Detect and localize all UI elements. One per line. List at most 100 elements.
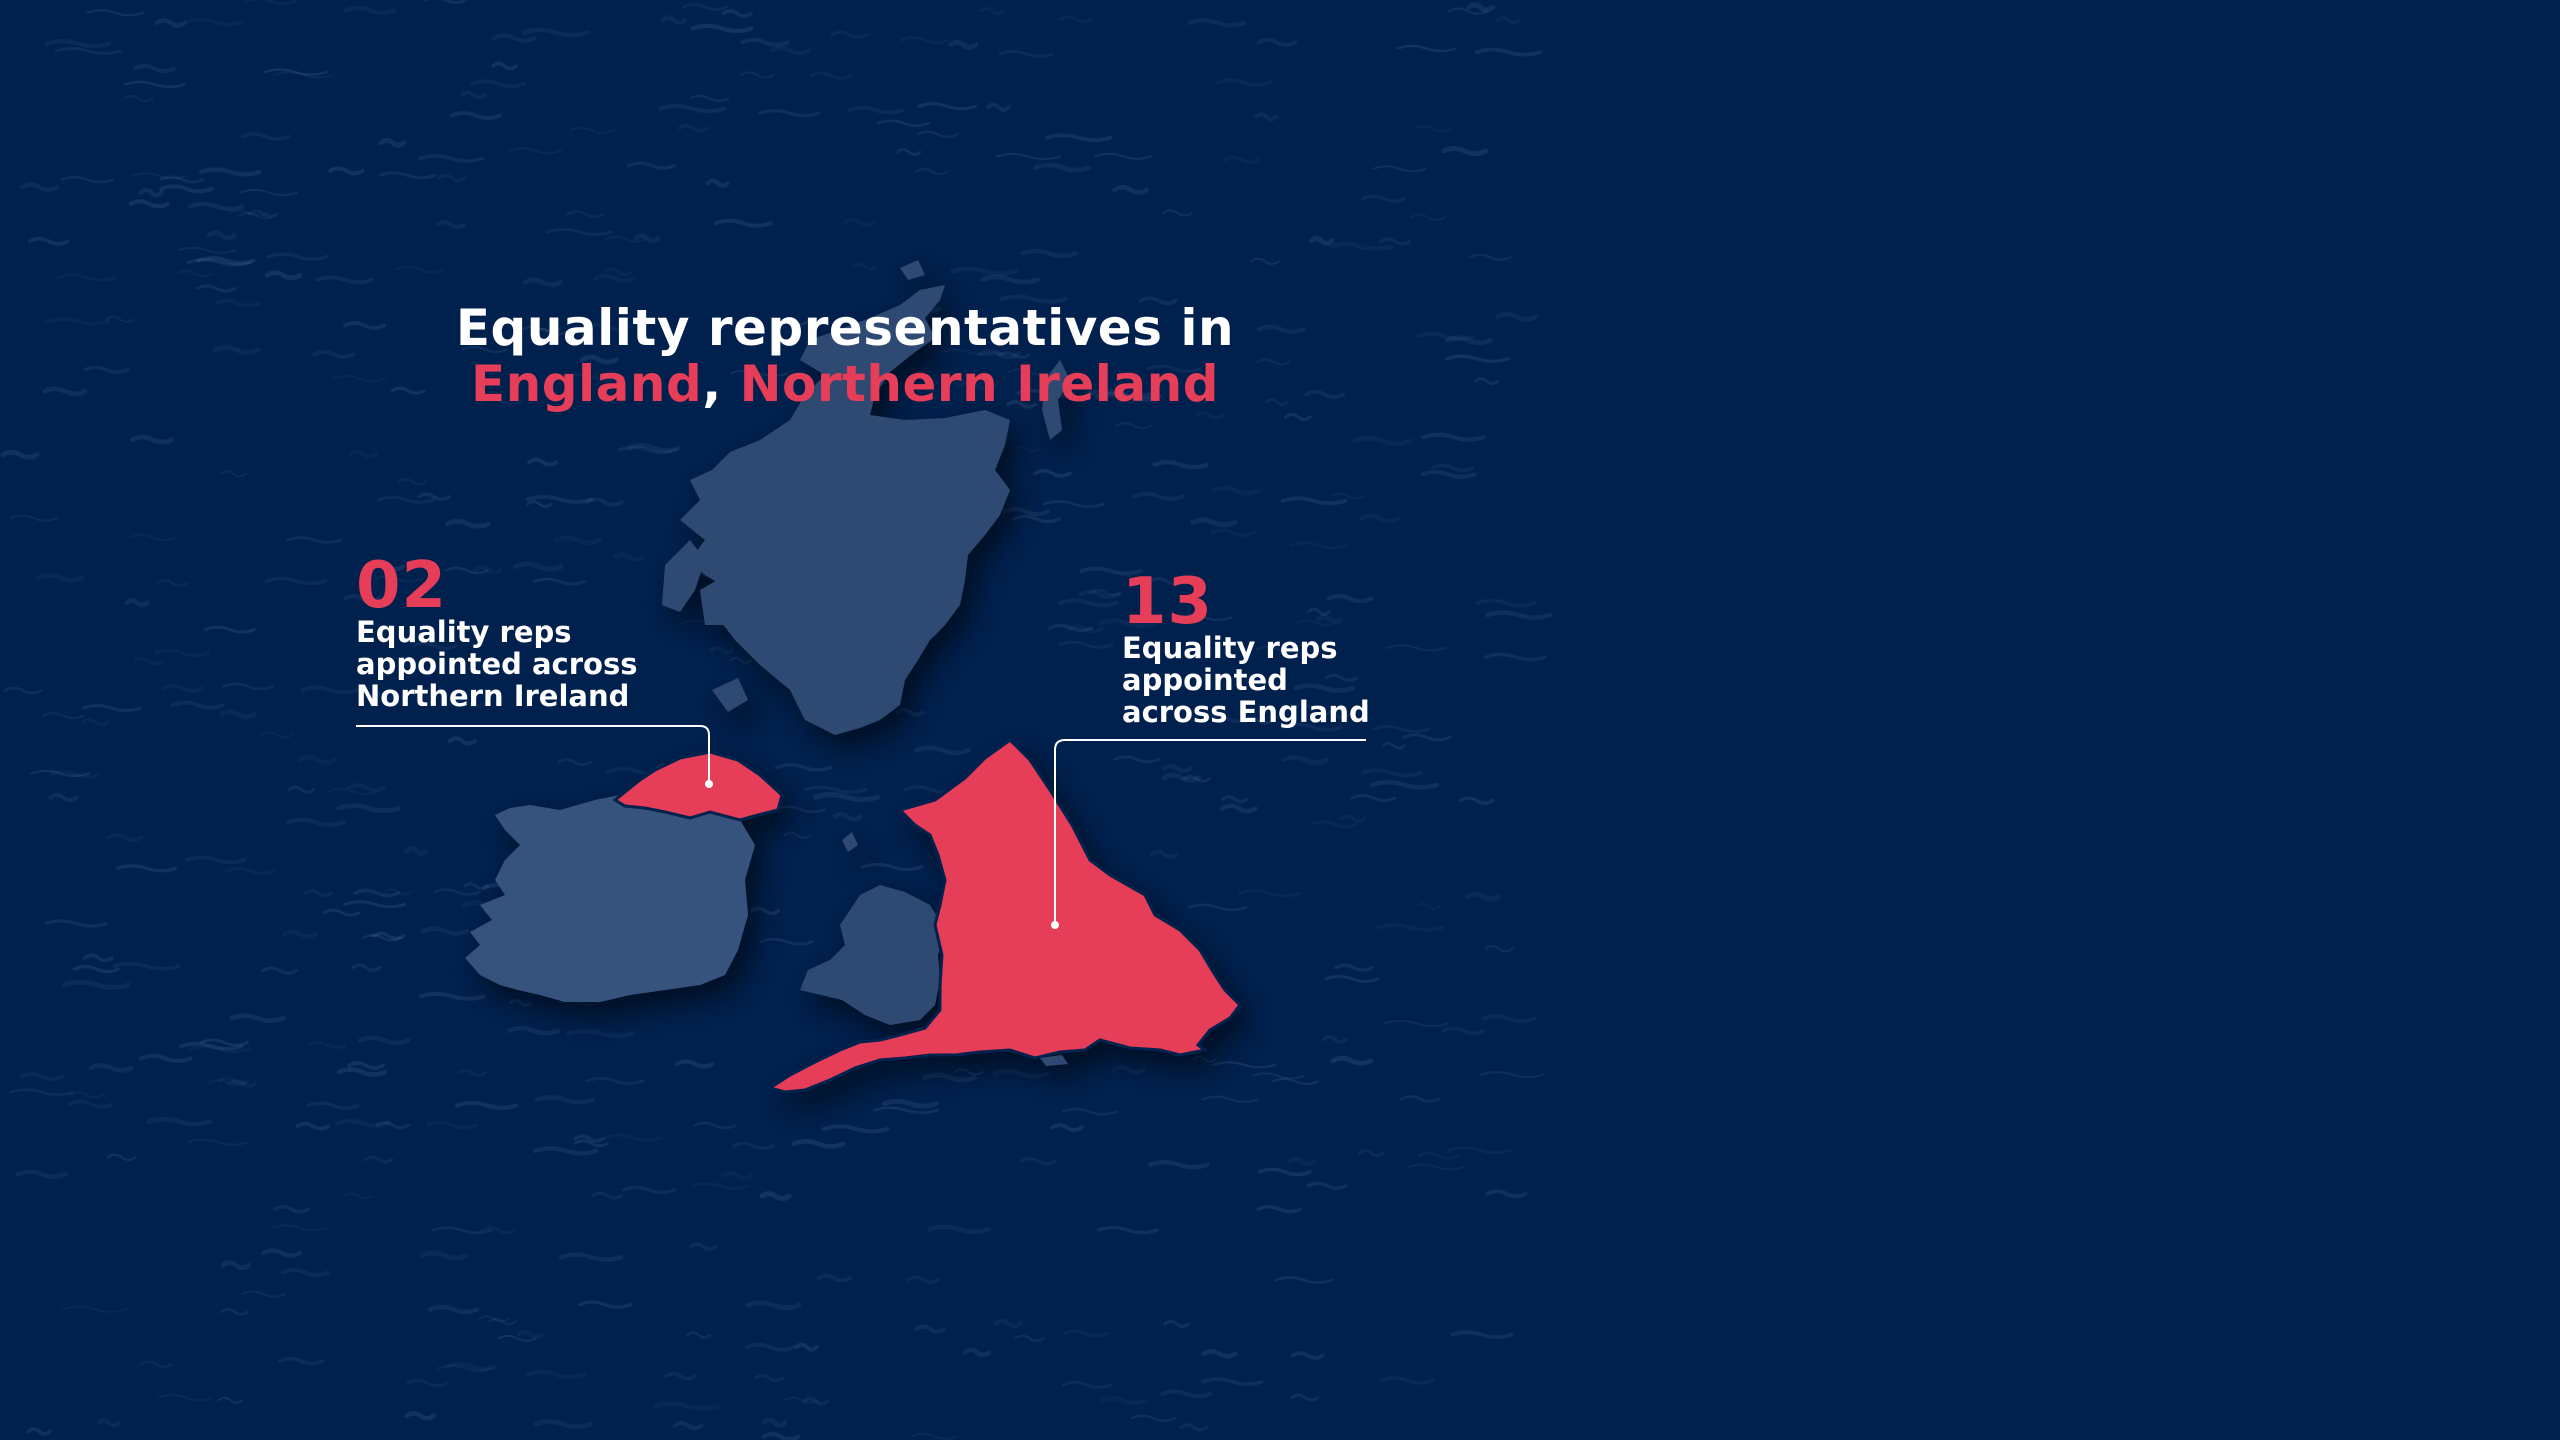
sea-wave-stroke <box>672 1420 704 1431</box>
sea-wave-stroke <box>791 1139 846 1149</box>
sea-wave-stroke <box>950 266 1019 277</box>
leader-line-northern-ireland <box>356 725 710 784</box>
sea-wave-stroke <box>721 9 753 18</box>
sea-wave-stroke <box>263 68 328 76</box>
sea-wave-stroke <box>96 1418 121 1428</box>
sea-wave-stroke <box>488 1317 517 1326</box>
sea-wave-stroke <box>1220 803 1258 814</box>
sea-wave-stroke <box>821 1124 890 1134</box>
region-scotland <box>680 285 1010 735</box>
sea-wave-stroke <box>689 94 730 103</box>
sea-wave-stroke <box>927 1224 992 1235</box>
count-england: 13 <box>1122 565 1214 639</box>
sea-wave-stroke <box>1274 1276 1334 1284</box>
sea-wave-stroke <box>1308 235 1335 246</box>
sea-wave-stroke <box>705 178 731 188</box>
sea-wave-stroke <box>1250 257 1280 265</box>
sea-wave-stroke <box>1256 37 1298 47</box>
sea-wave-stroke <box>1465 891 1502 902</box>
sea-wave-stroke <box>1328 241 1394 252</box>
sea-wave-stroke <box>759 1191 792 1202</box>
sea-wave-stroke <box>533 577 586 586</box>
sea-wave-stroke <box>346 783 386 793</box>
sea-wave-stroke <box>508 147 562 155</box>
sea-wave-stroke <box>245 0 297 6</box>
sea-wave-stroke <box>1480 1071 1544 1079</box>
sea-wave-stroke <box>1131 491 1185 502</box>
sea-wave-stroke <box>1407 1163 1465 1171</box>
sea-wave-stroke <box>847 105 905 115</box>
sea-wave-stroke <box>861 862 924 872</box>
sea-wave-stroke <box>272 71 335 79</box>
sea-wave-stroke <box>1194 410 1225 420</box>
sea-wave-stroke <box>411 641 458 651</box>
sea-wave-stroke <box>1215 77 1273 87</box>
sea-wave-stroke <box>261 966 298 975</box>
sea-wave-stroke <box>877 119 930 127</box>
sea-wave-stroke <box>61 980 132 990</box>
sea-wave-stroke <box>1212 1061 1277 1069</box>
sea-wave-stroke <box>522 277 563 288</box>
sea-wave-stroke <box>61 1305 129 1313</box>
sea-wave-stroke <box>621 1185 677 1195</box>
sea-wave-stroke <box>1459 796 1495 805</box>
sea-wave-stroke <box>437 173 467 183</box>
sea-wave-stroke <box>729 656 753 664</box>
region-wales <box>800 885 945 1025</box>
region-ireland <box>465 780 755 1002</box>
sea-wave-stroke <box>783 1396 819 1404</box>
sea-wave-stroke <box>1033 469 1072 478</box>
sea-wave-stroke <box>240 132 291 141</box>
sea-wave-stroke <box>729 369 789 377</box>
sea-wave-stroke <box>455 1100 519 1110</box>
sea-wave-stroke <box>754 1373 785 1382</box>
sea-wave-stroke <box>1382 741 1406 750</box>
sea-wave-stroke <box>1481 1014 1537 1023</box>
sea-wave-stroke <box>54 47 123 56</box>
sea-wave-stroke <box>0 449 40 460</box>
sea-wave-stroke <box>240 1290 287 1298</box>
sea-wave-stroke <box>106 833 144 843</box>
sea-wave-stroke <box>569 126 615 134</box>
region-hebrides <box>662 540 705 612</box>
sea-wave-stroke <box>497 1334 538 1342</box>
sea-wave-stroke <box>28 236 70 246</box>
sea-wave-stroke <box>573 1139 609 1148</box>
sea-wave-stroke <box>1152 460 1209 470</box>
sea-wave-stroke <box>1431 463 1475 473</box>
sea-wave-stroke <box>759 937 814 946</box>
sea-wave-stroke <box>992 1069 1050 1079</box>
sea-wave-stroke <box>83 365 130 375</box>
sea-wave-stroke <box>664 1371 697 1381</box>
sea-wave-stroke <box>1048 623 1094 633</box>
sea-wave-stroke <box>1466 2 1496 13</box>
sea-wave-stroke <box>691 1182 750 1190</box>
sea-wave-stroke <box>177 246 236 254</box>
sea-wave-stroke <box>9 1088 75 1097</box>
sea-wave-stroke <box>328 166 365 176</box>
sea-wave-stroke <box>1420 469 1477 479</box>
sea-wave-stroke <box>938 348 1001 357</box>
sea-wave-stroke <box>433 888 481 896</box>
sea-wave-stroke <box>1415 332 1476 341</box>
sea-wave-stroke <box>1001 506 1050 517</box>
sea-wave-stroke <box>995 152 1062 160</box>
page-title: Equality representatives in England, Nor… <box>360 300 1330 412</box>
sea-wave-stroke <box>1012 514 1061 524</box>
sea-wave-stroke <box>509 999 533 1007</box>
sea-wave-stroke <box>327 787 380 796</box>
sea-wave-stroke <box>532 1146 599 1156</box>
sea-wave-stroke <box>82 953 114 963</box>
sea-wave-stroke <box>212 345 261 355</box>
sea-wave-stroke <box>9 514 59 522</box>
region-hebrides-north <box>700 570 745 625</box>
sea-wave-stroke <box>217 1396 244 1404</box>
sea-wave-stroke <box>573 1134 605 1144</box>
sea-wave-stroke <box>1416 902 1442 910</box>
sea-wave-stroke <box>1178 613 1232 622</box>
sea-wave-stroke <box>220 1308 250 1316</box>
sea-wave-stroke <box>1187 18 1247 28</box>
sea-wave-stroke <box>161 683 205 694</box>
sea-wave-stroke <box>1050 1123 1084 1133</box>
sea-wave-stroke <box>364 1155 394 1164</box>
